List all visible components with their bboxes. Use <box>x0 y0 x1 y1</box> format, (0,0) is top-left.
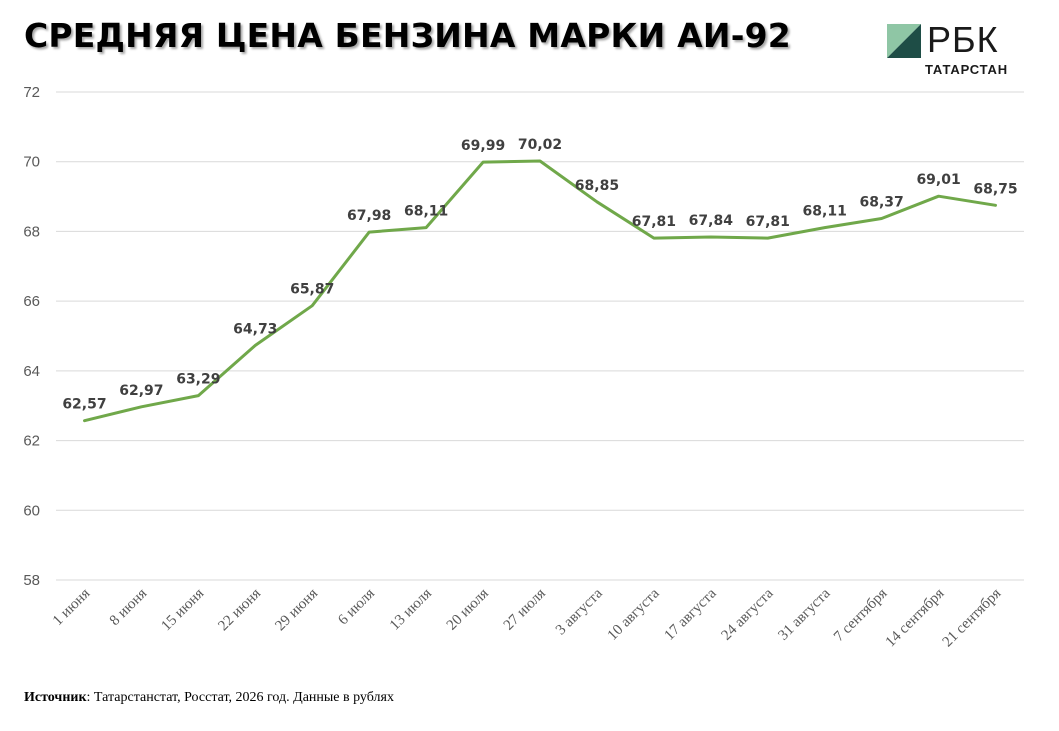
x-axis-labels: 1 июня 8 июня 15 июня 22 июня 29 июня 6 июля 1… <box>50 585 1005 650</box>
data-labels: 62,57 62,97 63,29 64,73 65,87 67,98 68,11 69,99… <box>62 137 1017 413</box>
data-label: 67,84 <box>689 213 734 229</box>
series-line <box>83 159 997 423</box>
x-tick-label: 6 июля <box>335 585 378 628</box>
source-text: : Татарстанстат, Росстат, 2026 год. Данн… <box>86 690 394 705</box>
y-tick-label: 70 <box>23 154 40 171</box>
x-tick-label: 10 августа <box>605 585 663 643</box>
x-tick-label: 1 июня <box>50 585 93 628</box>
x-tick-label: 7 сентября <box>831 585 891 645</box>
source-note: Источник: Татарстанстат, Росстат, 2026 г… <box>24 690 394 706</box>
y-tick-label: 60 <box>23 502 40 519</box>
data-label: 62,57 <box>62 397 106 413</box>
x-tick-label: 24 августа <box>718 585 776 643</box>
x-tick-label: 20 июля <box>444 585 492 633</box>
data-label: 67,81 <box>632 214 676 230</box>
x-tick-label: 27 июля <box>501 585 549 633</box>
data-label: 68,75 <box>973 181 1017 197</box>
y-tick-label: 64 <box>23 363 40 380</box>
x-tick-label: 13 июля <box>387 585 435 633</box>
logo-wordmark: РБК <box>927 19 999 60</box>
chart-title: СРЕДНЯЯ ЦЕНА БЕНЗИНА МАРКИ АИ-92 <box>24 16 791 55</box>
data-label: 70,02 <box>518 137 562 153</box>
y-axis-labels: 58 60 62 64 66 68 70 72 <box>23 84 40 589</box>
data-label: 62,97 <box>119 383 163 399</box>
x-tick-label: 3 августа <box>553 585 606 638</box>
x-tick-label: 15 июня <box>158 585 207 634</box>
y-tick-label: 66 <box>23 293 40 310</box>
data-label: 63,29 <box>176 372 220 388</box>
source-label: Источник <box>24 690 87 705</box>
y-tick-label: 62 <box>23 433 40 450</box>
x-tick-label: 29 июня <box>272 585 321 634</box>
y-tick-label: 68 <box>23 223 40 240</box>
data-label: 69,01 <box>916 172 960 188</box>
rbc-logo: РБК ТАТАРСТАН <box>887 19 1037 82</box>
data-label: 69,99 <box>461 138 505 154</box>
logo-region: ТАТАРСТАН <box>925 62 1008 77</box>
x-tick-label: 31 августа <box>775 585 833 643</box>
data-label: 68,11 <box>803 204 847 220</box>
x-tick-label: 21 сентября <box>940 585 1005 650</box>
series-line-group <box>83 159 997 423</box>
y-tick-label: 58 <box>23 572 40 589</box>
data-label: 64,73 <box>233 321 277 337</box>
x-tick-label: 17 августа <box>662 585 720 643</box>
x-tick-label: 8 июня <box>107 585 150 628</box>
data-label: 67,81 <box>746 214 790 230</box>
x-tick-label: 22 июня <box>215 585 264 634</box>
y-tick-label: 72 <box>23 84 40 101</box>
data-label: 67,98 <box>347 208 391 224</box>
data-label: 65,87 <box>290 282 334 298</box>
rbc-logo-icon <box>887 24 921 58</box>
data-label: 68,85 <box>575 178 619 194</box>
x-tick-label: 14 сентября <box>883 585 948 650</box>
grid-lines <box>56 91 1024 581</box>
data-label: 68,37 <box>859 195 903 211</box>
data-label: 68,11 <box>404 204 448 220</box>
